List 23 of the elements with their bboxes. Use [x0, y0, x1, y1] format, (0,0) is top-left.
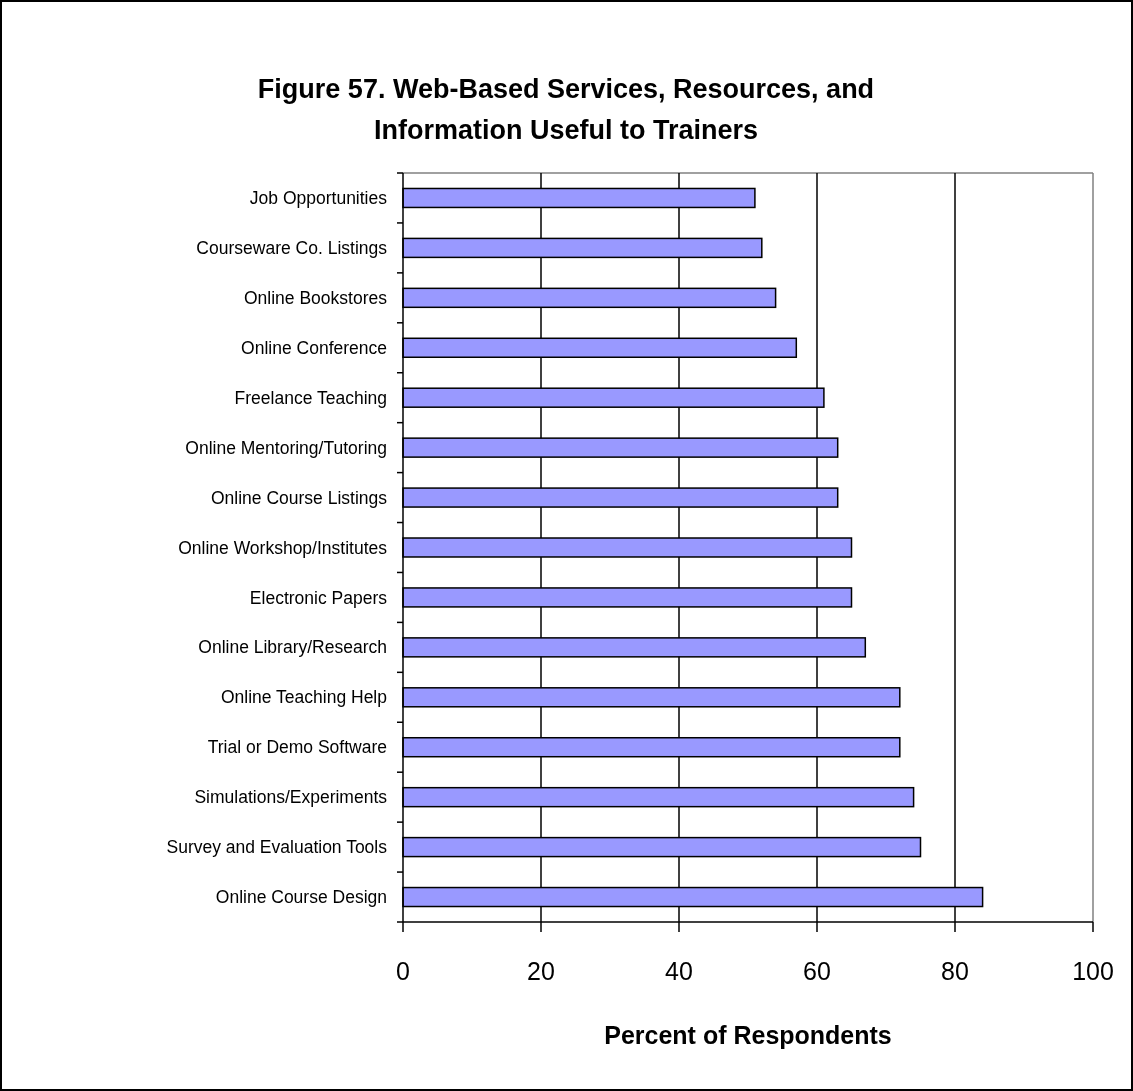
chart-title: Figure 57. Web-Based Services, Resources, and Information Useful to Trainers — [257, 74, 875, 145]
x-tick-label: 100 — [1072, 957, 1114, 985]
y-tick-label: Online Course Listings — [210, 487, 388, 508]
y-tick-label: Job Opportunities — [249, 188, 388, 209]
y-tick-label: Online Mentoring/Tutoring — [185, 437, 387, 458]
y-tick-label: Online Course Design — [215, 887, 387, 908]
y-tick-label: Simulations/Experiments — [194, 787, 388, 808]
y-tick-label: Online Library/Research — [198, 637, 387, 658]
y-tick-label: Online Workshop/Institutes — [178, 537, 388, 558]
y-tick-label: Trial or Demo Software — [207, 737, 387, 758]
x-tick-label: 40 — [665, 957, 693, 985]
x-tick-label: 0 — [396, 957, 410, 985]
y-tick-label: Survey and Evaluation Tools — [166, 837, 388, 858]
x-tick-label: 20 — [527, 957, 555, 985]
x-tick-label: 80 — [941, 957, 969, 985]
x-axis-title: Percent of Respondents — [604, 1021, 892, 1049]
y-tick-label: Online Bookstores — [244, 287, 388, 308]
x-tick-label: 60 — [803, 957, 831, 985]
y-tick-label: Electronic Papers — [249, 587, 388, 608]
y-tick-label: Freelance Teaching — [234, 387, 387, 408]
y-tick-label: Online Teaching Help — [220, 687, 387, 708]
y-tick-label: Courseware Co. Listings — [196, 238, 388, 259]
y-tick-label: Online Conference — [241, 337, 387, 358]
